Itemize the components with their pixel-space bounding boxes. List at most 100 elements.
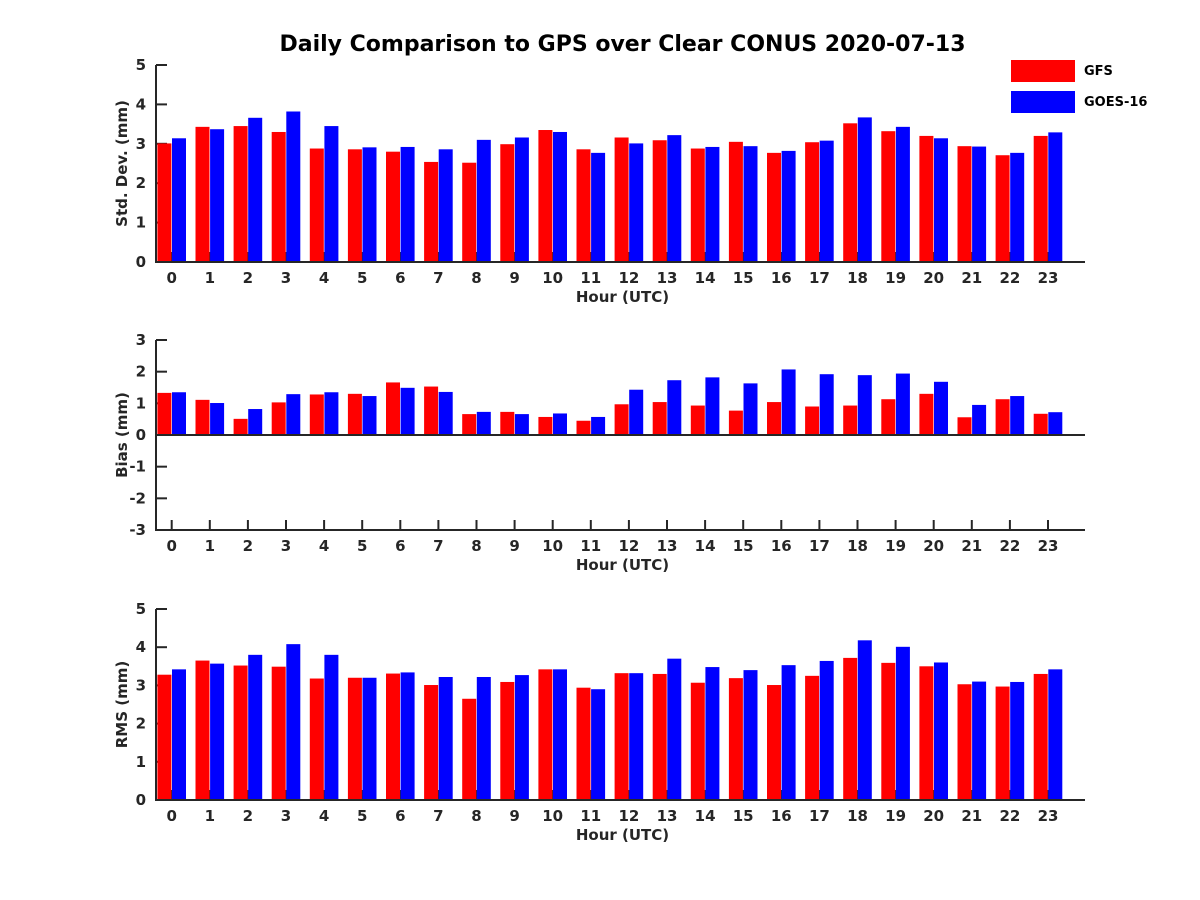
x-tick-label: 10 [542, 269, 563, 287]
y-tick-label: 1 [136, 214, 146, 232]
bar-goes-16-hour-5 [362, 677, 377, 800]
bar-goes-16-hour-23 [1048, 132, 1063, 262]
y-tick-label: -2 [129, 489, 146, 507]
bar-gfs-hour-10 [538, 130, 553, 262]
series-gfs [157, 382, 1048, 435]
bar-goes-16-hour-10 [553, 131, 567, 262]
bar-gfs-hour-21 [957, 684, 972, 800]
x-tick-label: 14 [695, 807, 716, 825]
bar-goes-16-hour-0 [172, 138, 186, 262]
bar-gfs-hour-9 [500, 411, 515, 435]
x-tick-label: 23 [1038, 807, 1059, 825]
bar-goes-16-hour-12 [629, 143, 644, 262]
bar-gfs-hour-7 [424, 685, 439, 800]
y-axis-label: Bias (mm) [113, 392, 131, 478]
goes16-color-swatch [1011, 91, 1075, 113]
series-goes-16 [172, 369, 1063, 435]
bar-gfs-hour-4 [309, 394, 324, 435]
bar-gfs-hour-19 [881, 131, 896, 262]
bar-goes-16-hour-6 [400, 672, 415, 800]
x-tick-label: 16 [771, 807, 792, 825]
bar-goes-16-hour-8 [476, 139, 491, 262]
bar-goes-16-hour-10 [553, 669, 567, 800]
bar-gfs-hour-20 [919, 393, 934, 435]
bar-goes-16-hour-6 [400, 387, 415, 435]
x-tick-label: 21 [961, 269, 982, 287]
x-tick-label: 7 [433, 807, 443, 825]
bar-goes-16-hour-19 [895, 646, 910, 800]
y-tick-label: 5 [136, 600, 146, 618]
bar-goes-16-hour-17 [819, 140, 834, 262]
bar-goes-16-hour-8 [476, 676, 491, 800]
x-tick-label: 17 [809, 807, 830, 825]
x-tick-label: 13 [657, 269, 678, 287]
bar-goes-16-hour-17 [819, 374, 834, 435]
bar-gfs-hour-2 [233, 665, 248, 800]
x-tick-label: 0 [166, 269, 176, 287]
bar-gfs-hour-9 [500, 144, 515, 262]
bar-goes-16-hour-11 [591, 689, 606, 800]
series-goes-16 [172, 640, 1063, 800]
bar-goes-16-hour-1 [210, 403, 225, 435]
bar-goes-16-hour-9 [514, 137, 529, 262]
bar-goes-16-hour-16 [781, 665, 796, 800]
bar-goes-16-hour-20 [934, 138, 948, 262]
bar-gfs-hour-12 [614, 137, 629, 262]
bar-goes-16-hour-11 [591, 152, 606, 262]
bar-goes-16-hour-18 [857, 117, 872, 262]
y-axis-label: Std. Dev. (mm) [113, 100, 131, 227]
bar-goes-16-hour-3 [286, 111, 301, 262]
x-tick-label: 3 [281, 269, 291, 287]
bar-gfs-hour-4 [309, 148, 324, 262]
bar-gfs-hour-11 [576, 149, 591, 262]
bar-goes-16-hour-4 [324, 654, 339, 800]
bar-gfs-hour-3 [271, 131, 286, 262]
x-tick-label: 12 [618, 807, 639, 825]
bar-goes-16-hour-5 [362, 396, 377, 435]
y-tick-label: 0 [136, 791, 146, 809]
x-tick-label: 7 [433, 537, 443, 555]
y-tick-label: 5 [136, 56, 146, 74]
bar-gfs-hour-7 [424, 386, 439, 435]
chart-title: Daily Comparison to GPS over Clear CONUS… [279, 32, 966, 57]
bar-goes-16-hour-0 [172, 669, 186, 800]
bar-goes-16-hour-16 [781, 150, 796, 262]
bar-gfs-hour-13 [652, 673, 667, 800]
x-tick-label: 9 [509, 269, 519, 287]
bar-goes-16-hour-6 [400, 146, 415, 262]
x-tick-label: 21 [961, 537, 982, 555]
bar-goes-16-hour-20 [934, 662, 948, 800]
x-tick-label: 18 [847, 807, 868, 825]
bar-goes-16-hour-4 [324, 126, 339, 262]
x-tick-label: 16 [771, 269, 792, 287]
x-tick-label: 21 [961, 807, 982, 825]
bar-goes-16-hour-23 [1048, 669, 1063, 800]
bar-goes-16-hour-19 [895, 126, 910, 262]
x-tick-label: 15 [733, 807, 754, 825]
legend: GFS GOES-16 [1011, 60, 1147, 122]
series-goes-16 [172, 111, 1063, 263]
y-tick-label: 1 [136, 394, 146, 412]
bar-goes-16-hour-3 [286, 644, 301, 800]
bar-goes-16-hour-8 [476, 411, 491, 435]
x-tick-label: 11 [580, 537, 601, 555]
bar-goes-16-hour-4 [324, 392, 339, 435]
bar-goes-16-hour-2 [248, 117, 263, 263]
bar-gfs-hour-23 [1033, 673, 1048, 800]
bar-goes-16-hour-14 [705, 146, 720, 262]
bar-gfs-hour-18 [843, 657, 858, 800]
bar-goes-16-hour-3 [286, 394, 301, 435]
x-tick-label: 4 [319, 269, 329, 287]
bar-goes-16-hour-20 [934, 381, 948, 435]
x-tick-label: 8 [471, 537, 481, 555]
bar-goes-16-hour-21 [972, 681, 987, 800]
y-tick-label: 1 [136, 753, 146, 771]
bar-goes-16-hour-12 [629, 389, 644, 435]
bar-goes-16-hour-11 [591, 416, 606, 435]
bar-gfs-hour-4 [309, 678, 324, 800]
series-gfs [157, 657, 1048, 800]
x-tick-label: 10 [542, 537, 563, 555]
y-axis-label: RMS (mm) [113, 661, 131, 748]
bar-gfs-hour-5 [347, 677, 362, 800]
